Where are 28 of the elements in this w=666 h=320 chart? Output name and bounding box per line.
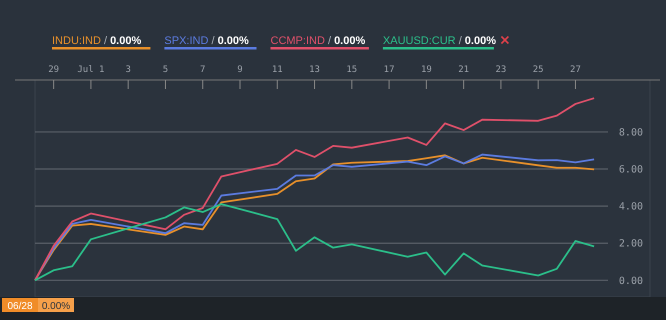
x-tick-label: 17 xyxy=(384,65,395,75)
x-tick-label: 11 xyxy=(272,65,283,75)
text: INDU:IND / 0.00% xyxy=(52,35,142,47)
x-tick-label: Jul 1 xyxy=(77,65,104,75)
x-tick-label: 21 xyxy=(458,65,470,75)
x-tick-label: 7 xyxy=(200,65,206,75)
y-tick-label: 8.00 xyxy=(618,127,643,138)
x-tick-label: 25 xyxy=(532,65,544,75)
text: SPX:IND / 0.00% xyxy=(164,35,249,47)
x-tick-label: 15 xyxy=(346,65,358,75)
x-tick-label: 5 xyxy=(162,65,168,75)
text: 0.00% xyxy=(42,301,70,312)
y-tick-label: 2.00 xyxy=(618,238,643,250)
y-tick-label: 0.00 xyxy=(618,276,643,287)
text: 06/28 xyxy=(7,301,33,312)
line-series xyxy=(34,203,595,282)
x-tick-label: 9 xyxy=(237,65,243,75)
y-tick-label: 4.00 xyxy=(618,202,643,213)
text: CCMP:IND / 0.00% xyxy=(270,35,366,47)
x-tick-label: 3 xyxy=(125,65,131,75)
x-tick-label: 19 xyxy=(420,65,432,75)
y-tick-label: 6.00 xyxy=(618,164,643,176)
text: XAUUSD:CUR / 0.00% xyxy=(382,35,496,47)
x-tick-label: 29 xyxy=(48,65,60,75)
line-series xyxy=(34,97,595,282)
x-tick-label: 13 xyxy=(309,65,320,75)
x-tick-label: 27 xyxy=(570,65,581,75)
x-tick-label: 23 xyxy=(495,65,506,75)
